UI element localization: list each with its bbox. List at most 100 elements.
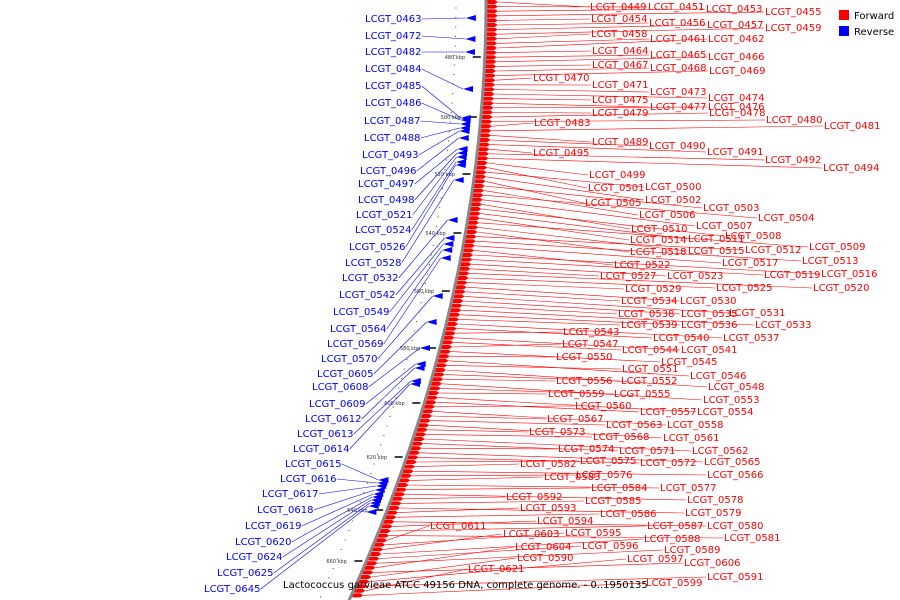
forward-leader-line xyxy=(475,245,722,264)
forward-gene-glyph xyxy=(482,110,494,115)
forward-leader-line xyxy=(471,263,667,277)
forward-gene-label: LCGT_0592 xyxy=(506,492,563,503)
reverse-gene-glyph xyxy=(460,117,471,123)
reverse-gene-glyph xyxy=(460,121,471,127)
tick-label: 480 kbp xyxy=(445,55,465,61)
forward-leader-line xyxy=(426,434,593,438)
minor-tick xyxy=(452,92,454,95)
tick-label: 500 kbp xyxy=(441,115,461,121)
forward-leader-line xyxy=(479,217,630,241)
forward-leader-line xyxy=(451,351,661,363)
forward-gene-label: LCGT_0545 xyxy=(661,357,718,368)
forward-gene-label: LCGT_0505 xyxy=(585,198,642,209)
forward-gene-label: LCGT_0504 xyxy=(758,213,815,224)
reverse-leader-line xyxy=(260,505,369,590)
forward-gene-label: LCGT_0561 xyxy=(663,433,720,444)
forward-gene-label: LCGT_0500 xyxy=(645,182,702,193)
forward-gene-glyph xyxy=(394,492,406,497)
forward-leader-line xyxy=(497,8,706,12)
forward-gene-glyph xyxy=(473,184,485,188)
forward-gene-label: LCGT_0541 xyxy=(681,345,738,356)
tick-label: 520 kbp xyxy=(434,172,454,178)
forward-gene-glyph xyxy=(429,386,441,391)
forward-gene-glyph xyxy=(415,432,427,437)
forward-gene-label: LCGT_0547 xyxy=(562,339,619,350)
legend-forward-swatch xyxy=(839,10,849,20)
forward-leader-line xyxy=(411,474,576,477)
reverse-gene-label: LCGT_0619 xyxy=(245,521,302,532)
forward-leader-line xyxy=(421,447,558,450)
minor-tick xyxy=(437,216,439,218)
reverse-gene-glyph xyxy=(440,255,451,261)
forward-gene-label: LCGT_0536 xyxy=(681,320,738,331)
forward-leader-line xyxy=(478,227,688,252)
forward-gene-label: LCGT_0559 xyxy=(548,389,605,400)
reverse-leader-line xyxy=(313,489,375,511)
forward-leader-line xyxy=(461,309,755,326)
minor-tick xyxy=(324,586,326,589)
forward-gene-label: LCGT_0588 xyxy=(644,534,701,545)
minor-tick xyxy=(430,254,432,256)
forward-gene-glyph xyxy=(445,326,457,331)
genome-caption: Lactococcus garvieae ATCC 49156 DNA, com… xyxy=(283,580,648,591)
reverse-leader-line xyxy=(361,367,415,420)
forward-gene-glyph xyxy=(383,519,395,524)
forward-gene-glyph xyxy=(419,418,431,423)
reverse-gene-glyph xyxy=(426,319,437,325)
forward-gene-glyph xyxy=(459,266,471,271)
forward-gene-label: LCGT_0530 xyxy=(680,296,737,307)
forward-gene-glyph xyxy=(486,0,498,4)
forward-leader-line xyxy=(398,507,520,513)
forward-leader-line xyxy=(487,167,588,189)
forward-gene-label: LCGT_0584 xyxy=(591,483,648,494)
forward-gene-glyph xyxy=(421,414,433,418)
forward-gene-label: LCGT_0604 xyxy=(515,542,572,553)
forward-gene-glyph xyxy=(463,248,475,253)
forward-gene-label: LCGT_0595 xyxy=(565,528,622,539)
forward-leader-line xyxy=(423,443,619,452)
forward-gene-label: LCGT_0590 xyxy=(517,553,574,564)
reverse-gene-label: LCGT_0609 xyxy=(309,399,366,410)
minor-tick xyxy=(366,482,368,484)
forward-gene-label: LCGT_0520 xyxy=(813,283,870,294)
forward-gene-glyph xyxy=(452,299,464,303)
forward-leader-line xyxy=(390,525,647,532)
forward-gene-label: LCGT_0483 xyxy=(534,118,591,129)
reverse-leader-line xyxy=(365,363,416,405)
tick-label: 560 kbp xyxy=(414,289,434,295)
reverse-gene-label: LCGT_0564 xyxy=(330,324,387,335)
forward-gene-glyph xyxy=(483,92,495,96)
forward-leader-line xyxy=(488,158,823,169)
forward-leader-line xyxy=(466,286,680,302)
forward-gene-glyph xyxy=(480,133,492,138)
forward-gene-glyph xyxy=(486,32,498,37)
forward-gene-glyph xyxy=(444,331,456,336)
minor-tick xyxy=(449,121,451,123)
forward-gene-label: LCGT_0544 xyxy=(622,345,679,356)
reverse-gene-label: LCGT_0463 xyxy=(365,14,422,25)
forward-leader-line xyxy=(367,576,707,587)
reverse-leader-line xyxy=(336,478,378,484)
reverse-gene-glyph xyxy=(459,128,470,134)
reverse-gene-label: LCGT_0528 xyxy=(345,258,402,269)
forward-leader-line xyxy=(497,38,650,44)
minor-tick xyxy=(440,197,442,199)
forward-leader-line xyxy=(497,11,765,17)
forward-gene-glyph xyxy=(450,308,462,313)
tick-label: 620 kbp xyxy=(367,455,387,461)
forward-gene-label: LCGT_0597 xyxy=(627,554,684,565)
reverse-gene-label: LCGT_0624 xyxy=(226,552,283,563)
forward-gene-glyph xyxy=(485,59,497,64)
minor-tick xyxy=(383,434,385,437)
forward-gene-label: LCGT_0581 xyxy=(724,533,781,544)
minor-tick xyxy=(455,7,457,9)
reverse-leader-line xyxy=(401,179,454,264)
forward-gene-label: LCGT_0571 xyxy=(619,446,676,457)
forward-gene-glyph xyxy=(483,96,495,101)
reverse-leader-line xyxy=(395,237,445,296)
forward-leader-line xyxy=(487,162,589,176)
forward-gene-label: LCGT_0589 xyxy=(664,545,721,556)
forward-gene-label: LCGT_0451 xyxy=(648,2,705,13)
forward-leader-line xyxy=(493,106,708,109)
forward-leader-line xyxy=(485,181,585,204)
